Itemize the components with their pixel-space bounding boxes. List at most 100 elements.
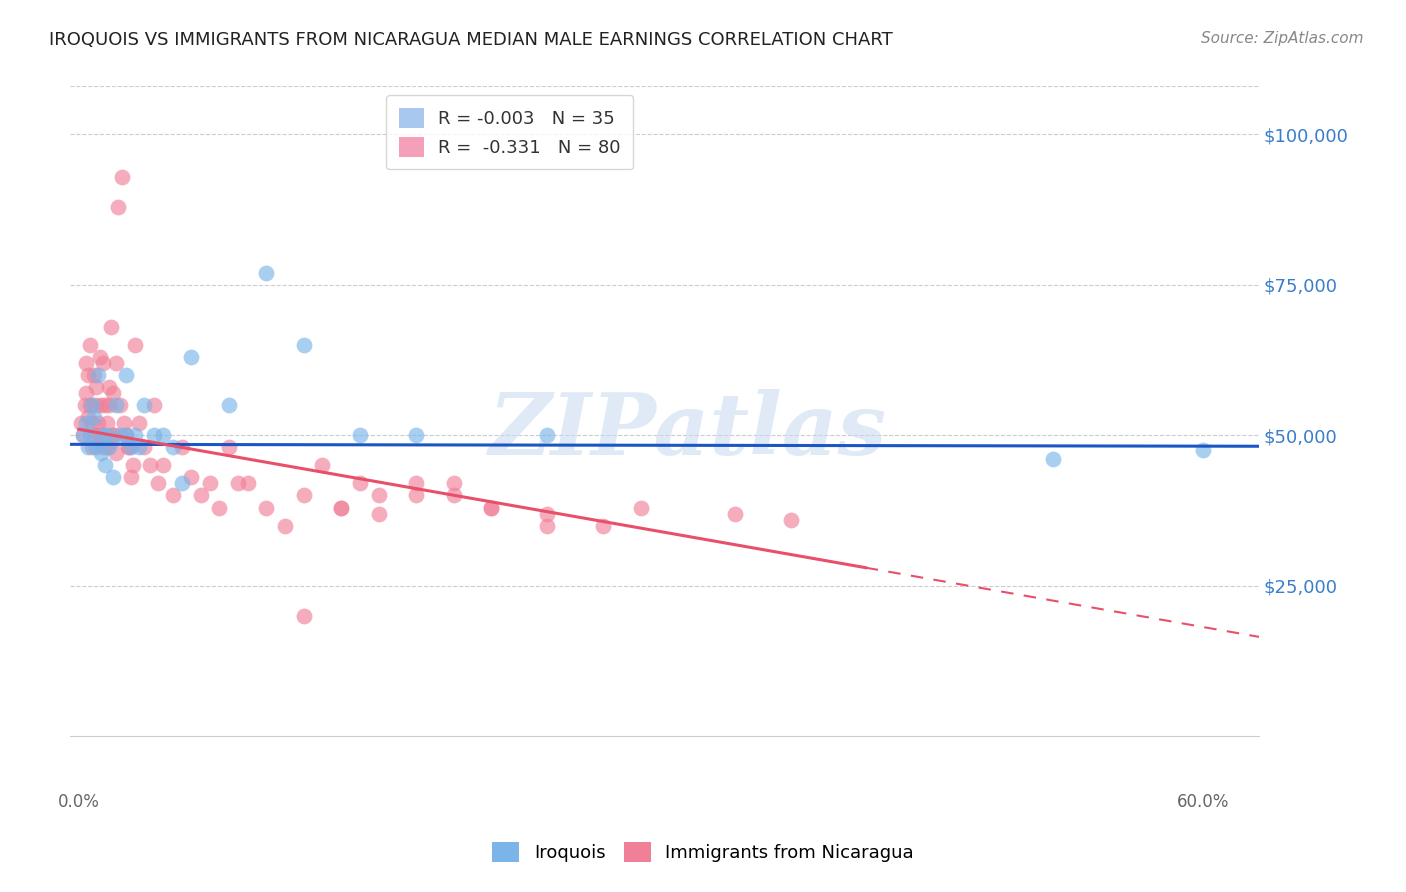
Point <box>73 398 96 412</box>
Point <box>105 446 128 460</box>
Point <box>180 350 202 364</box>
Point <box>124 338 146 352</box>
Point <box>96 417 118 431</box>
Point <box>142 428 165 442</box>
Text: Source: ZipAtlas.com: Source: ZipAtlas.com <box>1201 31 1364 46</box>
Point <box>118 441 141 455</box>
Point <box>479 500 502 515</box>
Point <box>114 368 136 383</box>
Point <box>208 500 231 515</box>
Point <box>405 476 427 491</box>
Point <box>128 417 150 431</box>
Point <box>254 266 277 280</box>
Point <box>723 507 745 521</box>
Point <box>72 428 94 442</box>
Point <box>1192 443 1215 458</box>
Point <box>330 500 353 515</box>
Point <box>72 428 94 442</box>
Point <box>83 368 105 383</box>
Point <box>100 320 122 334</box>
Text: 60.0%: 60.0% <box>1177 793 1229 812</box>
Point <box>97 441 120 455</box>
Point <box>236 476 259 491</box>
Point <box>86 428 108 442</box>
Point <box>105 398 128 412</box>
Point <box>101 386 124 401</box>
Point <box>218 398 240 412</box>
Point <box>84 398 107 412</box>
Point <box>443 488 465 502</box>
Point <box>120 441 142 455</box>
Point <box>630 500 652 515</box>
Point <box>90 398 112 412</box>
Point <box>180 470 202 484</box>
Point <box>190 488 212 502</box>
Point <box>91 428 114 442</box>
Point <box>91 441 114 455</box>
Point <box>75 356 97 370</box>
Point <box>170 441 193 455</box>
Point <box>218 441 240 455</box>
Point <box>162 441 184 455</box>
Point <box>536 428 558 442</box>
Point <box>120 470 142 484</box>
Point <box>112 417 135 431</box>
Point <box>91 356 114 370</box>
Point <box>592 518 614 533</box>
Text: IROQUOIS VS IMMIGRANTS FROM NICARAGUA MEDIAN MALE EARNINGS CORRELATION CHART: IROQUOIS VS IMMIGRANTS FROM NICARAGUA ME… <box>49 31 893 49</box>
Point <box>128 441 150 455</box>
Point <box>79 428 101 442</box>
Point <box>83 410 105 425</box>
Legend: Iroquois, Immigrants from Nicaragua: Iroquois, Immigrants from Nicaragua <box>485 835 921 870</box>
Point <box>80 398 103 412</box>
Point <box>79 398 101 412</box>
Point <box>96 428 118 442</box>
Point <box>105 356 128 370</box>
Point <box>114 428 136 442</box>
Point <box>124 428 146 442</box>
Point <box>108 398 131 412</box>
Point <box>97 398 120 412</box>
Point <box>108 428 131 442</box>
Point <box>536 507 558 521</box>
Legend: R = -0.003   N = 35, R =  -0.331   N = 80: R = -0.003 N = 35, R = -0.331 N = 80 <box>385 95 634 169</box>
Point <box>292 338 315 352</box>
Point <box>101 428 124 442</box>
Text: ZIPatlas: ZIPatlas <box>489 389 887 473</box>
Point <box>80 417 103 431</box>
Point <box>122 458 145 473</box>
Point <box>77 410 100 425</box>
Point <box>94 398 117 412</box>
Point <box>90 428 112 442</box>
Point <box>139 458 162 473</box>
Point <box>274 518 297 533</box>
Point <box>311 458 333 473</box>
Point <box>86 417 108 431</box>
Point <box>77 441 100 455</box>
Point <box>134 398 156 412</box>
Point <box>162 488 184 502</box>
Point <box>152 458 174 473</box>
Point <box>779 512 801 526</box>
Point <box>443 476 465 491</box>
Point <box>89 350 111 364</box>
Point <box>96 441 118 455</box>
Text: 0.0%: 0.0% <box>58 793 100 812</box>
Point <box>405 428 427 442</box>
Point <box>170 476 193 491</box>
Point <box>134 441 156 455</box>
Point <box>101 470 124 484</box>
Point <box>111 169 134 184</box>
Point <box>84 380 107 394</box>
Point <box>97 380 120 394</box>
Point <box>292 608 315 623</box>
Point <box>86 368 108 383</box>
Point <box>254 500 277 515</box>
Point <box>69 417 91 431</box>
Point <box>75 417 97 431</box>
Point <box>226 476 249 491</box>
Point <box>367 488 389 502</box>
Point <box>80 441 103 455</box>
Point <box>83 428 105 442</box>
Point <box>349 476 371 491</box>
